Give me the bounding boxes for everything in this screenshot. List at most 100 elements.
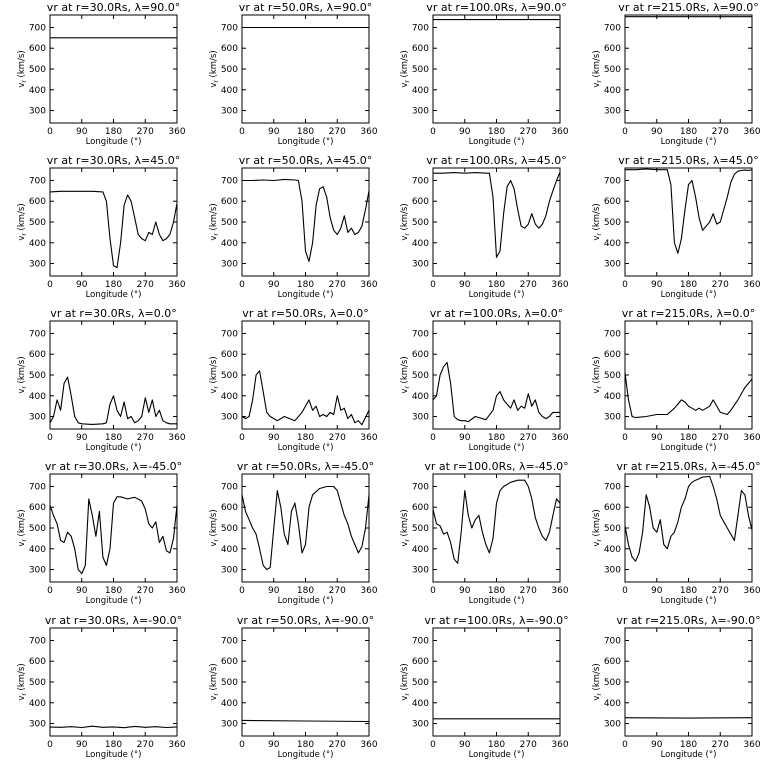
x-tick-label: 360 xyxy=(360,280,377,290)
y-axis-label: vr (km/s) xyxy=(17,203,28,240)
y-tick-label: 700 xyxy=(412,176,429,186)
x-tick-label: 180 xyxy=(680,740,697,750)
x-tick-label: 180 xyxy=(297,740,314,750)
x-tick-label: 270 xyxy=(329,127,346,137)
y-tick-label: 300 xyxy=(221,413,238,423)
panel-4: vr at r=215.0Rs, λ=90.0°0 90 180 270 3603004… xyxy=(592,1,761,147)
y-label-sub: r xyxy=(596,80,603,83)
title-text: r at r=100.0Rs, λ=45.0° xyxy=(433,154,567,167)
x-tick-label: 360 xyxy=(168,586,185,596)
y-axis-label: vr (km/s) xyxy=(209,663,220,700)
y-tick-label: 700 xyxy=(604,636,621,646)
x-axis-label: Longitude (°) xyxy=(278,596,334,606)
title-text: r at r=215.0Rs, λ=-90.0° xyxy=(623,614,761,627)
series-line xyxy=(624,372,753,419)
panel-5: vr at r=30.0Rs, λ=45.0°0 90 180 270 36030040… xyxy=(17,154,186,300)
x-tick-label: 360 xyxy=(743,740,760,750)
y-tick-label: 300 xyxy=(412,413,429,423)
y-label-symbol: v xyxy=(400,542,410,547)
y-tick-label: 600 xyxy=(604,44,621,54)
title-text: r at r=215.0Rs, λ=0.0° xyxy=(628,307,755,320)
y-axis-label: vr (km/s) xyxy=(209,203,220,240)
title-symbol: v xyxy=(45,460,52,473)
y-tick-label: 500 xyxy=(604,371,621,381)
panel-8: vr at r=215.0Rs, λ=45.0°0 90 180 270 3603004… xyxy=(592,154,761,300)
title-symbol: v xyxy=(616,614,623,627)
x-tick-label: 180 xyxy=(680,127,697,137)
x-tick-label: 90 xyxy=(268,740,280,750)
y-label-sub: r xyxy=(404,539,411,542)
panel-18: vr at r=50.0Rs, λ=-90.0°0 90 180 270 3603004… xyxy=(209,614,378,760)
y-tick-label: 300 xyxy=(221,720,238,730)
y-label-unit: (km/s) xyxy=(400,509,410,539)
y-label-unit: (km/s) xyxy=(400,50,410,80)
x-tick-label: 180 xyxy=(680,586,697,596)
series-line xyxy=(241,370,370,426)
x-tick-label: 270 xyxy=(137,740,154,750)
y-label-unit: (km/s) xyxy=(400,663,410,693)
x-tick-label: 0 xyxy=(430,586,436,596)
y-tick-label: 300 xyxy=(29,107,46,117)
x-tick-label: 180 xyxy=(680,280,697,290)
y-label-sub: r xyxy=(404,233,411,236)
y-tick-label: 500 xyxy=(604,65,621,75)
title-text: r at r=30.0Rs, λ=0.0° xyxy=(57,307,177,320)
y-tick-label: 700 xyxy=(221,23,238,33)
y-label-sub: r xyxy=(404,693,411,696)
x-tick-label: 180 xyxy=(488,127,505,137)
title-symbol: v xyxy=(618,154,625,167)
y-tick-label: 400 xyxy=(412,545,429,555)
series-line xyxy=(49,376,177,425)
title-text: r at r=30.0Rs, λ=90.0° xyxy=(53,1,180,14)
y-label-symbol: v xyxy=(17,389,27,394)
y-label-sub: r xyxy=(404,80,411,83)
x-tick-label: 270 xyxy=(520,740,537,750)
x-tick-label: 360 xyxy=(551,127,568,137)
title-symbol: v xyxy=(616,460,623,473)
x-tick-label: 0 xyxy=(622,433,628,443)
title-symbol: v xyxy=(430,307,437,320)
x-tick-label: 270 xyxy=(712,740,729,750)
title-text: r at r=100.0Rs, λ=-45.0° xyxy=(431,460,569,473)
y-tick-label: 600 xyxy=(221,503,238,513)
y-tick-label: 300 xyxy=(604,413,621,423)
x-tick-label: 180 xyxy=(488,586,505,596)
panel-title: vr at r=30.0Rs, λ=-45.0° xyxy=(45,460,182,473)
title-symbol: v xyxy=(426,1,433,14)
y-tick-label: 600 xyxy=(412,44,429,54)
x-tick-label: 90 xyxy=(76,433,88,443)
y-tick-label: 700 xyxy=(604,176,621,186)
y-label-symbol: v xyxy=(17,696,27,701)
x-tick-label: 0 xyxy=(239,740,245,750)
y-axis-label: vr (km/s) xyxy=(209,50,220,87)
x-tick-label: 180 xyxy=(105,586,122,596)
panel-12: vr at r=215.0Rs, λ=0.0°0 90 180 270 36030040… xyxy=(592,307,761,453)
x-axis-label: Longitude (°) xyxy=(661,290,717,300)
y-tick-label: 500 xyxy=(221,524,238,534)
x-axis-label: Longitude (°) xyxy=(661,750,717,760)
y-tick-label: 400 xyxy=(412,239,429,249)
series-line xyxy=(241,719,370,723)
y-tick-label: 300 xyxy=(412,720,429,730)
x-tick-label: 270 xyxy=(329,433,346,443)
x-tick-label: 360 xyxy=(168,280,185,290)
y-label-unit: (km/s) xyxy=(17,509,27,539)
y-tick-label: 400 xyxy=(604,699,621,709)
y-label-unit: (km/s) xyxy=(592,509,602,539)
panel-title: vr at r=215.0Rs, λ=-90.0° xyxy=(616,614,760,627)
y-tick-label: 500 xyxy=(604,678,621,688)
y-tick-label: 600 xyxy=(29,350,46,360)
x-tick-label: 90 xyxy=(268,433,280,443)
x-axis-label: Longitude (°) xyxy=(86,443,142,453)
y-label-sub: r xyxy=(404,386,411,389)
x-tick-label: 360 xyxy=(551,740,568,750)
y-tick-label: 500 xyxy=(29,524,46,534)
x-tick-label: 180 xyxy=(105,433,122,443)
panel-title: vr at r=215.0Rs, λ=-45.0° xyxy=(616,460,760,473)
x-tick-label: 180 xyxy=(297,280,314,290)
y-axis-label: vr (km/s) xyxy=(400,203,411,240)
y-tick-label: 400 xyxy=(412,699,429,709)
panel-title: vr at r=50.0Rs, λ=0.0° xyxy=(242,307,368,320)
x-tick-label: 360 xyxy=(743,127,760,137)
title-symbol: v xyxy=(622,307,629,320)
